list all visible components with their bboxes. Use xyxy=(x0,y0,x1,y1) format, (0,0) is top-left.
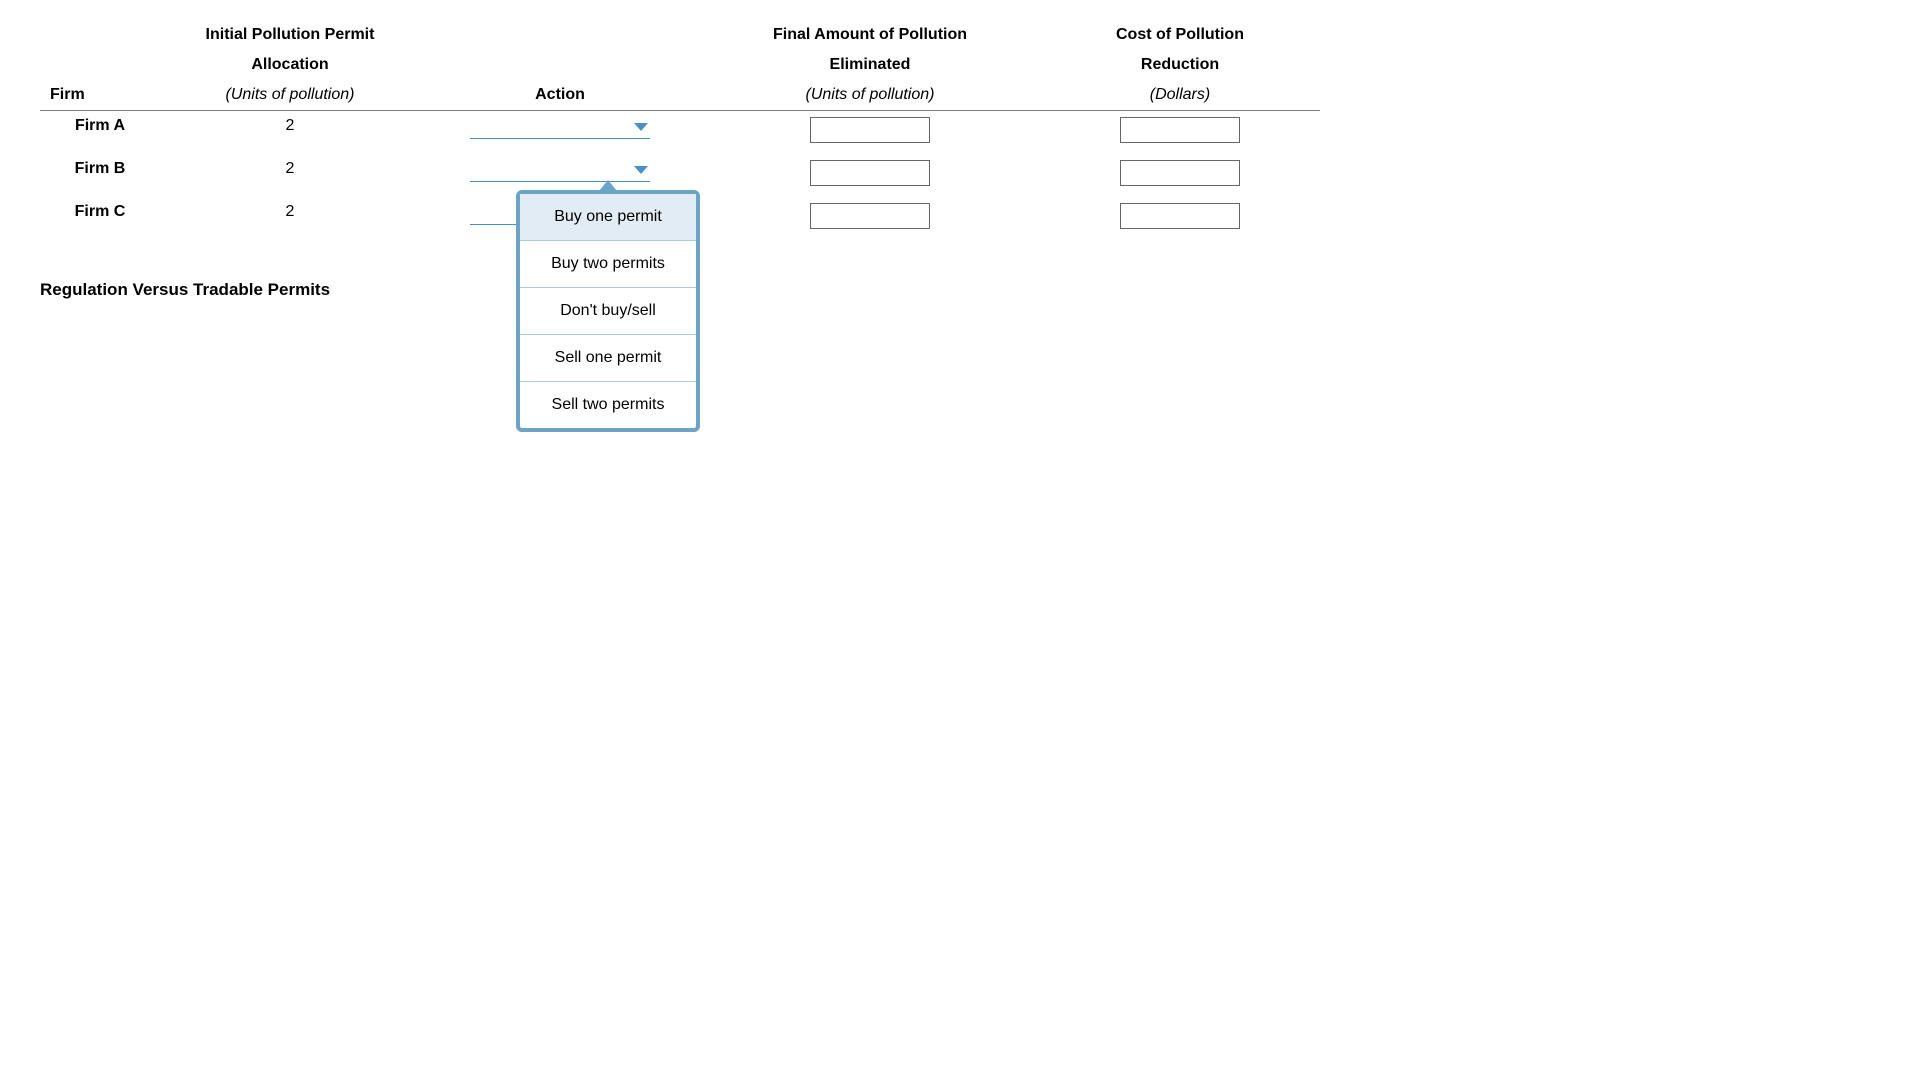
header-elim-line2: Eliminated xyxy=(700,50,1040,80)
header-elim-unit: (Units of pollution) xyxy=(700,80,1040,111)
cell-firm: Firm A xyxy=(40,111,160,155)
header-action-blank2 xyxy=(420,50,700,80)
header-cost-unit: (Dollars) xyxy=(1040,80,1320,111)
chevron-down-icon xyxy=(634,123,648,131)
header-alloc-line2: Allocation xyxy=(160,50,420,80)
header-alloc-unit: (Units of pollution) xyxy=(160,80,420,111)
chevron-down-icon xyxy=(634,166,648,174)
header-action: Action xyxy=(420,80,700,111)
cost-input-firm-b[interactable] xyxy=(1120,160,1240,186)
action-dropdown-firm-a[interactable] xyxy=(470,117,650,139)
action-dropdown-popup[interactable]: Buy one permit Buy two permits Don't buy… xyxy=(516,190,700,432)
cell-alloc: 2 xyxy=(160,154,420,197)
cell-firm: Firm C xyxy=(40,197,160,240)
cell-alloc: 2 xyxy=(160,197,420,240)
cell-firm: Firm B xyxy=(40,154,160,197)
elim-input-firm-a[interactable] xyxy=(810,117,930,143)
cell-alloc: 2 xyxy=(160,111,420,155)
elim-input-firm-c[interactable] xyxy=(810,203,930,229)
header-elim-line1: Final Amount of Pollution xyxy=(700,20,1040,50)
header-cost-line1: Cost of Pollution xyxy=(1040,20,1320,50)
cost-input-firm-a[interactable] xyxy=(1120,117,1240,143)
header-alloc-line1: Initial Pollution Permit xyxy=(160,20,420,50)
header-cost-line2: Reduction xyxy=(1040,50,1320,80)
header-blank-2 xyxy=(40,50,160,80)
table-row: Firm A 2 xyxy=(40,111,1320,155)
dropdown-option[interactable]: Sell one permit xyxy=(520,335,696,382)
elim-input-firm-b[interactable] xyxy=(810,160,930,186)
header-action-blank xyxy=(420,20,700,50)
header-firm: Firm xyxy=(40,80,160,111)
section-title: Regulation Versus Tradable Permits xyxy=(40,280,1880,300)
dropdown-option[interactable]: Buy two permits xyxy=(520,241,696,288)
dropdown-option[interactable]: Sell two permits xyxy=(520,382,696,428)
action-dropdown-firm-b[interactable] xyxy=(470,160,650,182)
dropdown-option[interactable]: Buy one permit xyxy=(520,194,696,241)
dropdown-option[interactable]: Don't buy/sell xyxy=(520,288,696,335)
cost-input-firm-c[interactable] xyxy=(1120,203,1240,229)
header-blank-1 xyxy=(40,20,160,50)
